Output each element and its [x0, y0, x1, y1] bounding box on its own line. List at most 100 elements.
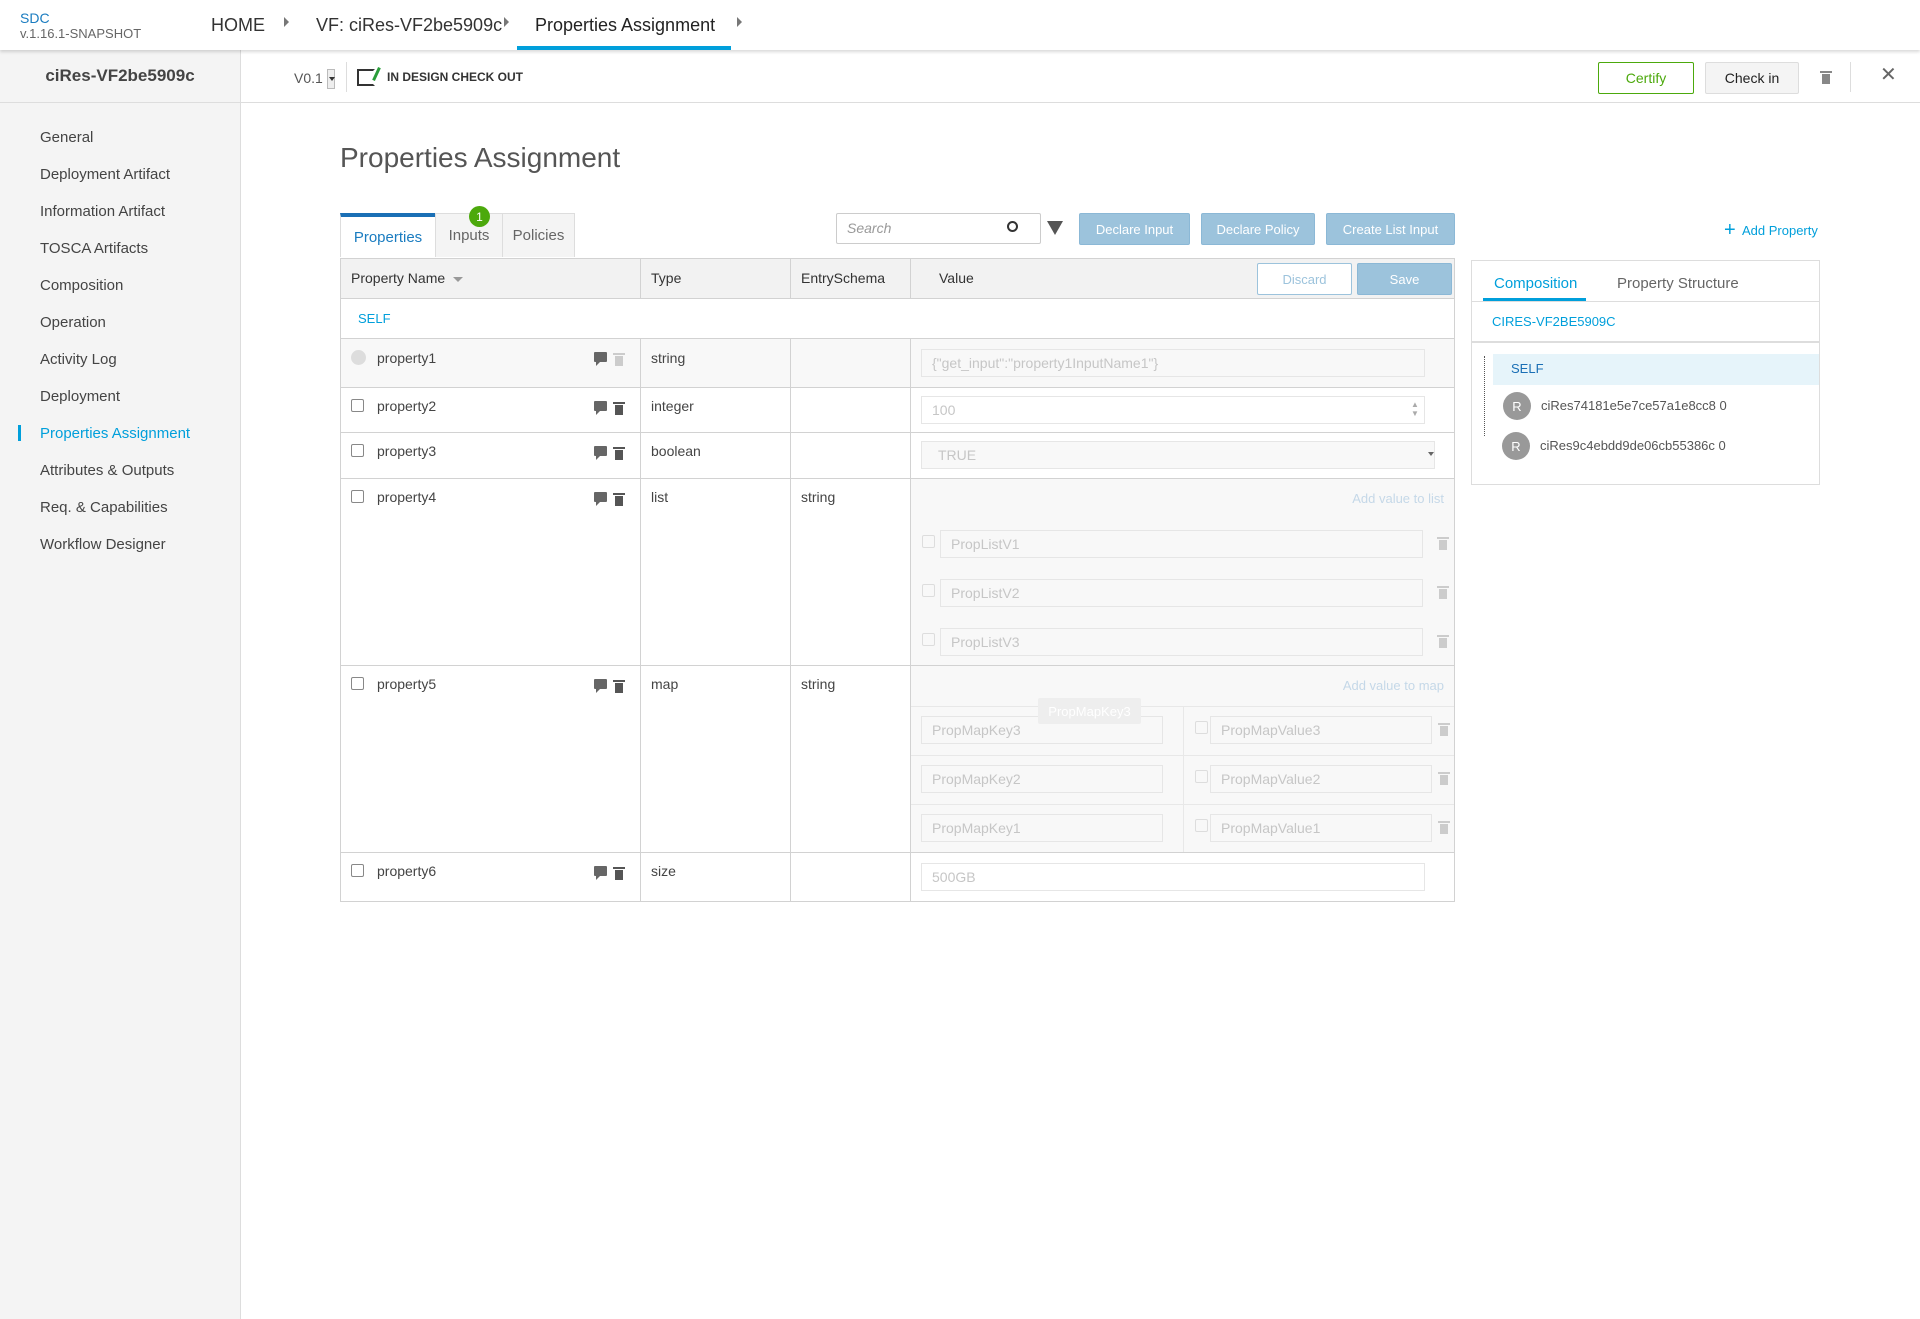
declare-policy-button[interactable]: Declare Policy	[1201, 213, 1315, 245]
trash-icon[interactable]	[613, 352, 625, 366]
property-name: property5	[377, 676, 437, 692]
app-logo[interactable]: SDC	[20, 10, 50, 26]
row-checkbox[interactable]	[351, 490, 364, 503]
tree-item-self[interactable]: SELF	[1493, 354, 1819, 385]
trash-icon[interactable]	[613, 679, 625, 693]
list-item-input[interactable]: PropListV3	[940, 628, 1423, 656]
tab-composition[interactable]: Composition	[1494, 275, 1578, 292]
chevron-down-icon[interactable]	[1428, 452, 1434, 456]
list-item-checkbox[interactable]	[922, 633, 935, 646]
chevron-right-icon[interactable]	[504, 17, 509, 27]
row-checkbox[interactable]	[351, 677, 364, 690]
map-value-input[interactable]: PropMapValue2	[1210, 765, 1432, 793]
list-item-checkbox[interactable]	[922, 535, 935, 548]
sidebar-item-activity-log[interactable]: Activity Log	[40, 351, 117, 368]
comment-icon[interactable]	[594, 492, 607, 506]
comment-icon[interactable]	[594, 401, 607, 415]
version-select[interactable]: V0.1	[294, 70, 323, 86]
comment-icon[interactable]	[594, 866, 607, 880]
value-input[interactable]: {"get_input":"property1InputName1"}	[921, 349, 1425, 377]
sidebar-item-tosca-artifacts[interactable]: TOSCA Artifacts	[40, 240, 149, 257]
sidebar-item-properties-assignment[interactable]: Properties Assignment	[40, 425, 191, 442]
trash-icon[interactable]	[1438, 722, 1450, 736]
trash-icon[interactable]	[613, 446, 625, 460]
chevron-right-icon[interactable]	[737, 17, 742, 27]
comment-icon[interactable]	[594, 352, 607, 366]
tooltip: PropMapKey3	[1038, 698, 1141, 724]
sidebar-item-information-artifact[interactable]: Information Artifact	[40, 203, 166, 220]
tab-properties[interactable]: Properties	[340, 213, 436, 257]
trash-icon[interactable]	[613, 492, 625, 506]
search-input[interactable]: Search	[836, 213, 1041, 244]
sidebar-item-req-capabilities[interactable]: Req. & Capabilities	[40, 499, 168, 516]
discard-button[interactable]: Discard	[1257, 263, 1352, 295]
certify-button[interactable]: Certify	[1598, 62, 1694, 94]
sidebar-item-general[interactable]: General	[40, 129, 94, 146]
stepper-icon[interactable]: ▲ ▼	[1411, 400, 1419, 418]
map-item-checkbox[interactable]	[1195, 721, 1208, 734]
search-icon[interactable]	[1007, 221, 1018, 232]
map-key-input[interactable]: PropMapKey2	[921, 765, 1163, 793]
close-icon[interactable]: ✕	[1880, 64, 1897, 86]
trash-icon[interactable]	[1437, 536, 1449, 550]
create-list-input-button[interactable]: Create List Input	[1326, 213, 1455, 245]
row-checkbox[interactable]	[351, 444, 364, 457]
trash-icon[interactable]	[1820, 70, 1832, 84]
tab-policies[interactable]: Policies	[502, 213, 575, 257]
chevron-right-icon[interactable]	[284, 17, 289, 27]
trash-icon[interactable]	[1437, 585, 1449, 599]
property-type: list	[651, 489, 669, 505]
save-button[interactable]: Save	[1357, 263, 1452, 295]
trash-icon[interactable]	[613, 866, 625, 880]
component-name[interactable]: CIRES-VF2BE5909C	[1492, 314, 1616, 329]
active-breadcrumb-underline	[517, 46, 731, 50]
tree-item-instance[interactable]: ciRes74181e5e7ce57a1e8cc8 0	[1541, 398, 1727, 413]
plus-icon[interactable]: +	[1724, 219, 1736, 241]
map-value-input[interactable]: PropMapValue3	[1210, 716, 1432, 744]
add-value-to-list-link[interactable]: Add value to list	[1352, 491, 1444, 506]
add-property-link[interactable]: Add Property	[1742, 223, 1818, 238]
value-number-input[interactable]: 100	[921, 396, 1425, 424]
comment-icon[interactable]	[594, 679, 607, 693]
trash-icon[interactable]	[613, 401, 625, 415]
trash-icon[interactable]	[1437, 634, 1449, 648]
value-input[interactable]: 500GB	[921, 863, 1425, 891]
filter-icon[interactable]	[1047, 221, 1063, 235]
sort-down-icon[interactable]	[453, 277, 463, 282]
inputs-count-badge: 1	[469, 206, 490, 227]
add-value-to-map-link[interactable]: Add value to map	[1342, 678, 1444, 693]
version-dropdown-icon[interactable]	[327, 69, 335, 89]
row-checkbox[interactable]	[351, 864, 364, 877]
property-name: property3	[377, 443, 437, 459]
sidebar-item-deployment-artifact[interactable]: Deployment Artifact	[40, 166, 171, 183]
list-item-input[interactable]: PropListV2	[940, 579, 1423, 607]
check-in-button[interactable]: Check in	[1705, 62, 1799, 94]
map-key-input[interactable]: PropMapKey1	[921, 814, 1163, 842]
map-item-checkbox[interactable]	[1195, 770, 1208, 783]
trash-icon[interactable]	[1438, 771, 1450, 785]
map-item-checkbox[interactable]	[1195, 819, 1208, 832]
list-value-area: Add value to list PropListV1 PropListV2 …	[911, 479, 1454, 665]
active-indicator	[18, 425, 21, 441]
table-row: property2 integer 100 ▲ ▼	[341, 388, 1454, 433]
row-checkbox[interactable]	[351, 399, 364, 412]
sidebar-item-operation[interactable]: Operation	[40, 314, 106, 331]
sidebar-item-deployment[interactable]: Deployment	[40, 388, 121, 405]
trash-icon[interactable]	[1438, 820, 1450, 834]
value-select[interactable]: TRUE	[921, 441, 1435, 469]
list-item-checkbox[interactable]	[922, 584, 935, 597]
sidebar-title: ciRes-VF2be5909c	[0, 50, 240, 103]
declare-input-button[interactable]: Declare Input	[1079, 213, 1190, 245]
sidebar-item-workflow-designer[interactable]: Workflow Designer	[40, 536, 166, 553]
tree-item-instance[interactable]: ciRes9c4ebdd9de06cb55386c 0	[1540, 438, 1726, 453]
sidebar-item-attributes-outputs[interactable]: Attributes & Outputs	[40, 462, 175, 479]
header-property-name[interactable]: Property Name	[351, 270, 446, 286]
breadcrumb-home[interactable]: HOME	[211, 15, 265, 35]
map-value-input[interactable]: PropMapValue1	[1210, 814, 1432, 842]
breadcrumb-current[interactable]: Properties Assignment	[535, 15, 716, 35]
sidebar-item-composition[interactable]: Composition	[40, 277, 124, 294]
list-item-input[interactable]: PropListV1	[940, 530, 1423, 558]
breadcrumb-vf[interactable]: VF: ciRes-VF2be5909c	[316, 15, 503, 35]
tab-property-structure[interactable]: Property Structure	[1617, 275, 1739, 292]
comment-icon[interactable]	[594, 446, 607, 460]
